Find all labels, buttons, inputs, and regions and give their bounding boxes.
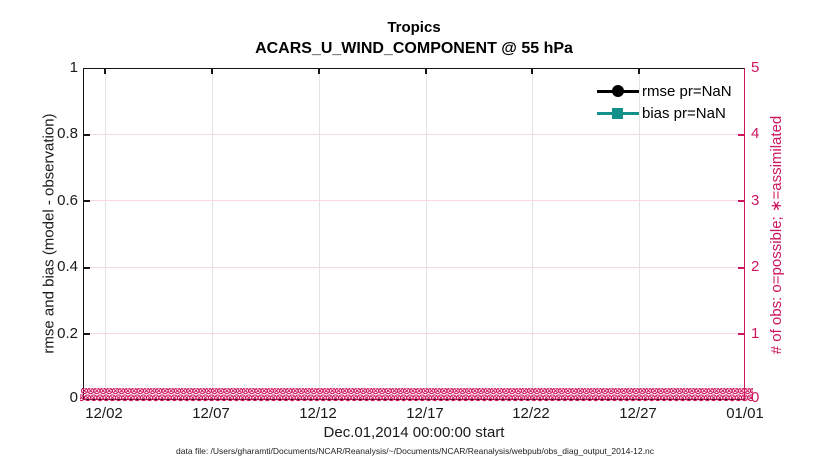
y2-axis-tick	[738, 333, 744, 335]
y-tick-label: 0	[69, 389, 78, 406]
legend-label-bias: bias pr=NaN	[642, 104, 726, 122]
y2-axis-label: # of obs: o=possible; ∗=assimilated	[768, 115, 785, 355]
x-axis-tick	[425, 69, 427, 74]
y-tick-label: 1	[69, 59, 78, 76]
gridline-vertical	[639, 69, 640, 399]
x-tick-label: 12/12	[299, 405, 337, 422]
gridline-vertical	[105, 69, 106, 399]
x-axis-tick	[318, 69, 320, 74]
plot-title: Tropics	[387, 19, 441, 36]
legend-item-bias: bias pr=NaN	[597, 102, 732, 124]
x-axis-tick	[638, 69, 640, 74]
obs-count-marker-band: ⊗⊗⊗⊗⊗⊗⊗⊗⊗⊗⊗⊗⊗⊗⊗⊗⊗⊗⊗⊗⊗⊗⊗⊗⊗⊗⊗⊗⊗⊗⊗⊗⊗⊗⊗⊗⊗⊗⊗⊗…	[80, 388, 753, 403]
y-tick-label: 0.6	[57, 192, 78, 209]
y-axis-tick	[84, 333, 90, 335]
plot-subtitle: ACARS_U_WIND_COMPONENT @ 55 hPa	[255, 40, 573, 57]
x-tick-label: 12/02	[85, 405, 123, 422]
x-tick-label: 12/17	[406, 405, 444, 422]
y2-tick-label: 3	[751, 192, 760, 209]
x-axis-tick	[104, 69, 106, 74]
gridline-horizontal	[84, 267, 743, 268]
gridline-horizontal	[84, 134, 743, 135]
x-axis-tick	[531, 69, 533, 74]
gridline-vertical	[212, 69, 213, 399]
y-tick-label: 0.8	[57, 125, 78, 142]
x-tick-label: 12/07	[192, 405, 230, 422]
x-tick-label: 12/27	[619, 405, 657, 422]
legend-item-rmse: rmse pr=NaN	[597, 80, 732, 102]
y-tick-label: 0.4	[57, 258, 78, 275]
gridline-horizontal	[84, 333, 743, 334]
y2-tick-label: 4	[751, 125, 760, 142]
x-tick-label: 12/22	[512, 405, 550, 422]
y2-axis-tick	[738, 200, 744, 202]
rmse-line-marker-icon	[597, 84, 639, 98]
y-axis-tick	[84, 200, 90, 202]
y-axis-tick	[84, 134, 90, 136]
y2-tick-label: 0	[751, 389, 760, 406]
y2-tick-label: 1	[751, 325, 760, 342]
bias-line-marker-icon	[597, 106, 639, 120]
y-tick-label: 0.2	[57, 325, 78, 342]
x-axis-label: Dec.01,2014 00:00:00 start	[323, 424, 505, 441]
plot-area	[83, 68, 745, 400]
obs-marker-row: ⊗⊗⊗⊗⊗⊗⊗⊗⊗⊗⊗⊗⊗⊗⊗⊗⊗⊗⊗⊗⊗⊗⊗⊗⊗⊗⊗⊗⊗⊗⊗⊗⊗⊗⊗⊗⊗⊗⊗⊗…	[80, 392, 753, 403]
y2-tick-label: 5	[751, 59, 760, 76]
y2-axis-tick	[738, 267, 744, 269]
y-axis-tick	[84, 267, 90, 269]
gridline-vertical	[319, 69, 320, 399]
legend: rmse pr=NaN bias pr=NaN	[597, 80, 732, 124]
data-file-caption: data file: /Users/gharamti/Documents/NCA…	[176, 446, 654, 456]
gridline-vertical	[426, 69, 427, 399]
y2-axis-tick	[738, 134, 744, 136]
obs-marker-row: ⊗⊗⊗⊗⊗⊗⊗⊗⊗⊗⊗⊗⊗⊗⊗⊗⊗⊗⊗⊗⊗⊗⊗⊗⊗⊗⊗⊗⊗⊗⊗⊗⊗⊗⊗⊗⊗⊗⊗⊗…	[80, 388, 753, 397]
x-tick-label: 01/01	[726, 405, 764, 422]
x-axis-tick	[211, 69, 213, 74]
gridline-vertical	[532, 69, 533, 399]
legend-label-rmse: rmse pr=NaN	[642, 82, 732, 100]
gridline-horizontal	[84, 200, 743, 201]
y-axis-label: rmse and bias (model - observation)	[40, 113, 58, 354]
y2-tick-label: 2	[751, 258, 760, 275]
